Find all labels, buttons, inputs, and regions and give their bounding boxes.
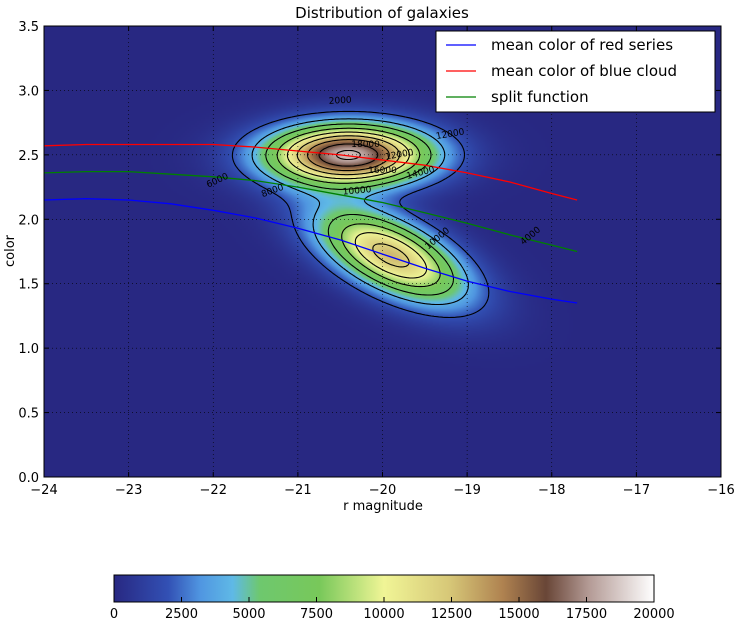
colorbar-tick-label: 10000: [363, 607, 404, 622]
contour-label: 18000: [351, 140, 380, 150]
y-tick-label: 2.0: [18, 213, 39, 228]
series-lines: [44, 143, 578, 304]
colorbar-tick-label: 17500: [566, 607, 607, 622]
legend: mean color of red series mean color of b…: [435, 30, 716, 113]
x-tick-label: −16: [707, 483, 734, 498]
contour-line-18000: [335, 149, 362, 161]
x-tick-label: −22: [200, 483, 227, 498]
legend-box: [435, 30, 716, 113]
y-tick-label: 3.0: [18, 84, 39, 99]
density-contours: [231, 110, 490, 319]
y-tick-label: 0.0: [18, 471, 39, 486]
contour-label: 16000: [368, 166, 397, 176]
contour-line-12000: [296, 135, 410, 268]
colorbar-tick-label: 0: [110, 607, 118, 622]
y-tick-label: 1.0: [18, 342, 39, 357]
x-tick-label: −24: [30, 483, 57, 498]
colorbar-tick-label: 20000: [633, 607, 674, 622]
contour-label: 10000: [342, 185, 372, 197]
legend-label-blue-cloud: mean color of blue cloud: [491, 62, 677, 80]
colorbar-tick-label: 2500: [165, 607, 198, 622]
contour-line-14000: [306, 139, 390, 172]
y-tick-label: 3.5: [18, 20, 39, 35]
colorbar-tick-label: 12500: [431, 607, 472, 622]
contour-line-8000: [276, 127, 441, 288]
chart-title: Distribution of galaxies: [295, 4, 469, 22]
y-tick-label: 2.5: [18, 149, 39, 164]
series-line-2: [44, 170, 578, 253]
y-tick-label: 1.5: [18, 278, 39, 293]
y-axis-label: color: [3, 234, 18, 267]
contour-label: 2000: [329, 96, 353, 107]
x-axis-label: r magnitude: [343, 499, 423, 514]
x-tick-label: −20: [369, 483, 396, 498]
x-tick-label: −17: [623, 483, 650, 498]
colorbar: 0 2500 5000 7500 10000 12500 15000 17500 20000: [110, 574, 675, 622]
legend-label-red-series: mean color of red series: [491, 36, 673, 54]
colorbar-tick-label: 7500: [300, 607, 333, 622]
contour-label: 12000: [385, 148, 415, 163]
contour-line-4000: [251, 118, 469, 306]
contour-label: 12000: [435, 127, 465, 142]
y-axis-ticks: 0.0 0.5 1.0 1.5 2.0 2.5 3.0 3.5: [18, 20, 721, 486]
contour-line-6000: [265, 123, 455, 296]
x-axis-ticks: −24 −23 −22 −21 −20 −19 −18 −17 −16: [30, 26, 735, 498]
colorbar-tick-label: 15000: [498, 607, 539, 622]
legend-label-split-function: split function: [491, 88, 589, 106]
y-tick-label: 0.5: [18, 407, 39, 422]
x-tick-label: −21: [284, 483, 311, 498]
contour-line-16000: [318, 143, 379, 167]
contour-line-2000: [231, 110, 490, 319]
grid-lines: [44, 26, 721, 477]
colorbar-ticks: 0 2500 5000 7500 10000 12500 15000 17500 20000: [110, 597, 675, 622]
colorbar-tick-label: 5000: [232, 607, 265, 622]
series-line-0: [44, 198, 578, 304]
x-tick-label: −19: [453, 483, 480, 498]
x-tick-label: −18: [538, 483, 565, 498]
contour-line-10000: [286, 131, 428, 279]
x-tick-label: −23: [115, 483, 142, 498]
series-line-1: [44, 143, 578, 201]
